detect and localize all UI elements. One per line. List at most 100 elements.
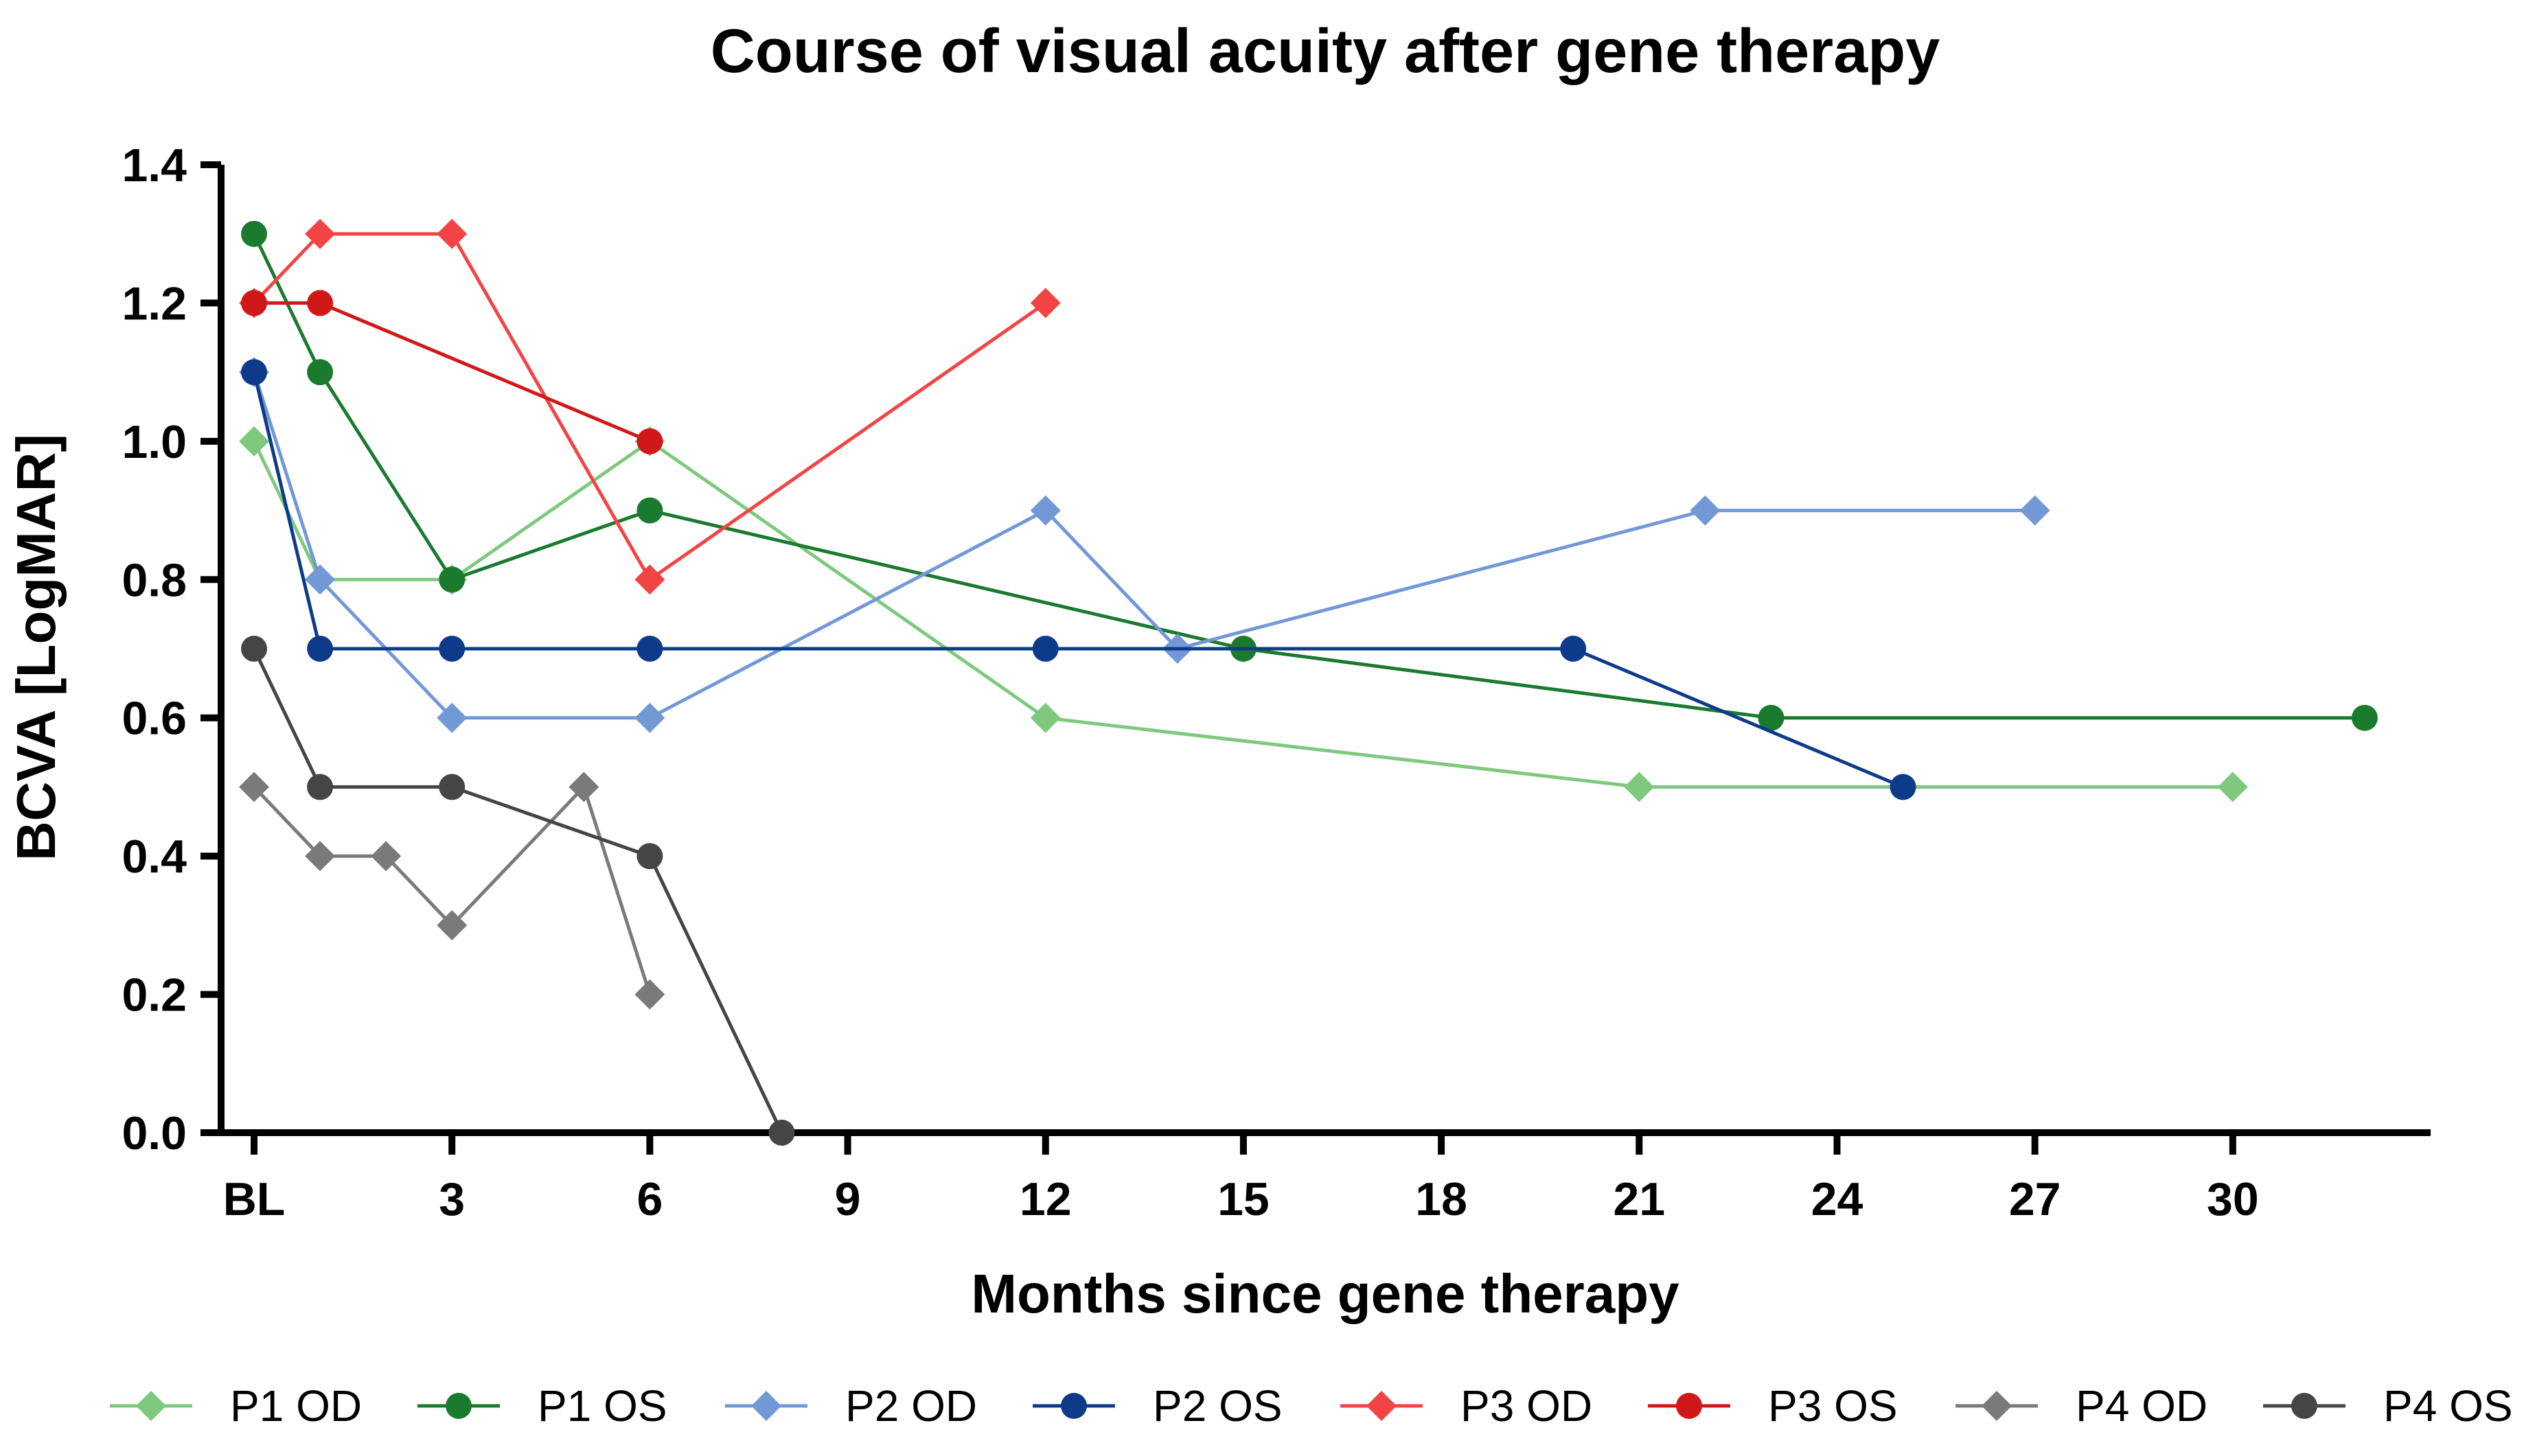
data-point-p4-os <box>439 774 466 800</box>
x-axis-title: Months since gene therapy <box>971 1263 1679 1324</box>
legend-marker-p2-os <box>1061 1393 1087 1419</box>
legend-item-p1-os: P1 OS <box>417 1381 667 1431</box>
data-point-p2-od <box>1030 495 1061 526</box>
x-tick-label: 9 <box>835 1173 861 1225</box>
legend-marker-p3-os <box>1676 1393 1702 1419</box>
data-point-p2-od <box>634 702 665 733</box>
series-line-p4-os <box>252 647 783 1134</box>
legend-label-p2-od: P2 OD <box>845 1381 977 1431</box>
legend-label-p4-od: P4 OD <box>2076 1381 2207 1431</box>
data-point-p1-os <box>1758 704 1785 731</box>
series-p2-os <box>241 359 1916 800</box>
legend-label-p2-os: P2 OS <box>1153 1381 1283 1431</box>
data-point-p4-od <box>437 910 468 940</box>
data-point-p3-os <box>636 428 663 454</box>
data-point-p1-od <box>1030 702 1061 733</box>
legend-marker-p4-os <box>2291 1393 2317 1419</box>
data-point-p3-os <box>307 290 334 316</box>
data-point-p1-os <box>439 566 466 593</box>
y-tick-label: 0.6 <box>122 693 187 745</box>
legend-marker-p4-od <box>1982 1391 2012 1421</box>
legend-item-p4-od: P4 OD <box>1955 1381 2207 1431</box>
data-point-p4-od <box>305 841 336 872</box>
data-point-p2-os <box>1032 636 1059 662</box>
x-tick-label: 12 <box>1020 1173 1072 1225</box>
x-tick-label: 21 <box>1613 1173 1665 1225</box>
series-p3-od <box>239 218 1061 595</box>
data-point-p2-os <box>1890 774 1916 800</box>
data-point-p3-os <box>241 290 268 316</box>
series-line-p2-od <box>252 371 2035 720</box>
y-tick-label: 0.8 <box>122 554 187 606</box>
legend-marker-p1-od <box>136 1391 166 1421</box>
data-point-p4-od <box>569 772 599 802</box>
legend-item-p3-os: P3 OS <box>1648 1381 1898 1431</box>
legend-item-p3-od: P3 OD <box>1340 1381 1592 1431</box>
data-point-p3-od <box>1030 288 1061 319</box>
data-point-p2-os <box>636 636 663 662</box>
legend: P1 OD P1 OS P2 OD P2 OS P3 OD P3 OS P4 OD P4 OS <box>110 1381 2513 1431</box>
legend-label-p1-od: P1 OD <box>230 1381 362 1431</box>
y-tick-label: 1.4 <box>122 139 187 192</box>
data-point-p4-od <box>634 979 665 1010</box>
data-point-p3-od <box>305 218 336 249</box>
series-p4-os <box>241 636 795 1146</box>
x-tick-label: 18 <box>1415 1173 1467 1225</box>
x-tick-label: 27 <box>2009 1173 2061 1225</box>
data-point-p4-os <box>307 774 334 800</box>
chart-title: Course of visual acuity after gene thera… <box>711 17 1940 86</box>
legend-label-p4-os: P4 OS <box>2383 1381 2513 1431</box>
series-p1-od <box>239 426 2248 802</box>
data-point-p1-od <box>1624 772 1655 802</box>
y-axis-title: BCVA [LogMAR] <box>5 434 67 861</box>
x-tick-label: 6 <box>636 1173 663 1225</box>
series-p3-os <box>241 290 663 454</box>
legend-marker-p1-os <box>446 1393 472 1419</box>
legend-item-p2-os: P2 OS <box>1033 1381 1283 1431</box>
series-p1-os <box>241 220 2378 731</box>
data-point-p2-od <box>437 702 468 733</box>
x-tick-label: 3 <box>439 1173 465 1225</box>
series-p2-od <box>239 357 2050 733</box>
series-line-p3-od <box>253 232 1047 581</box>
data-point-p4-od <box>371 841 402 872</box>
legend-label-p3-od: P3 OD <box>1460 1381 1592 1431</box>
y-tick-label: 1.2 <box>122 277 187 330</box>
legend-item-p1-od: P1 OD <box>110 1381 362 1431</box>
plot-area: 0.0 0.2 0.4 0.6 0.8 1.0 1.2 1.4 BL 3 6 9 12 15 18 21 24 2… <box>122 139 2431 1225</box>
data-point-p1-os <box>241 220 268 247</box>
data-point-p4-os <box>241 636 268 662</box>
data-point-p1-od <box>2217 772 2248 802</box>
legend-label-p1-os: P1 OS <box>538 1381 667 1431</box>
data-point-p2-od <box>305 564 336 595</box>
legend-label-p3-os: P3 OS <box>1768 1381 1898 1431</box>
data-point-p2-od <box>2019 495 2050 526</box>
x-tick-label: 30 <box>2207 1173 2259 1225</box>
data-point-p2-os <box>439 636 466 662</box>
legend-marker-p3-od <box>1366 1391 1397 1421</box>
data-point-p1-os <box>307 359 334 386</box>
data-point-p1-od <box>239 426 270 457</box>
data-point-p2-os <box>241 359 268 386</box>
data-point-p3-od <box>437 218 468 249</box>
y-tick-label: 0.0 <box>122 1107 187 1159</box>
data-point-p4-od <box>239 772 270 802</box>
x-tick-label: 15 <box>1217 1173 1270 1225</box>
legend-item-p4-os: P4 OS <box>2263 1381 2513 1431</box>
legend-marker-p2-od <box>751 1391 781 1421</box>
data-point-p2-od <box>1690 495 1721 526</box>
data-point-p2-os <box>1560 636 1587 662</box>
series-line-p1-os <box>252 233 2365 720</box>
x-tick-label: 24 <box>1811 1173 1863 1225</box>
y-tick-label: 0.4 <box>122 831 187 883</box>
data-point-p4-os <box>636 843 663 870</box>
series-line-p1-od <box>252 439 2233 789</box>
series-line-p4-od <box>253 785 652 995</box>
y-tick-label: 1.0 <box>122 416 187 468</box>
data-point-p4-os <box>768 1120 795 1146</box>
data-point-p1-os <box>636 497 663 524</box>
series-line-p2-os <box>252 371 1904 789</box>
x-tick-label: BL <box>223 1173 286 1225</box>
data-point-p1-os <box>2351 704 2378 731</box>
